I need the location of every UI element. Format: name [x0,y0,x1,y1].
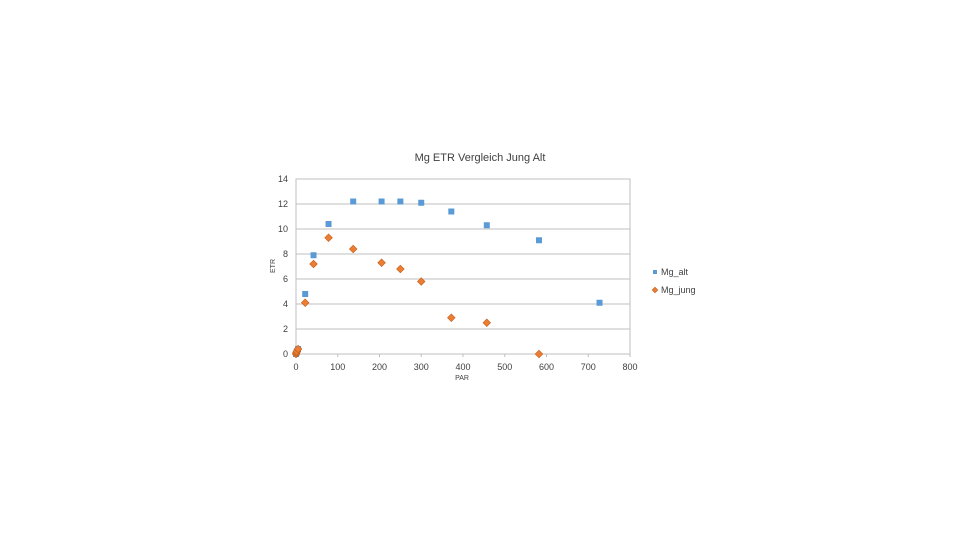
data-point [483,222,490,229]
series-Mg_alt [293,198,603,357]
data-points [291,198,603,359]
data-point [377,258,386,267]
data-point [417,277,426,286]
legend-marker [651,286,659,294]
data-point [534,349,544,359]
x-tick-label: 300 [414,362,429,372]
x-tick-label: 700 [581,362,596,372]
data-point [350,198,357,205]
data-point [397,198,404,205]
data-point [396,264,405,274]
y-tick-label: 6 [283,274,288,284]
plot-area [295,178,631,355]
x-axis-label: PAR [455,375,469,382]
y-tick-label: 10 [278,224,288,234]
x-tick-label: 0 [293,362,298,372]
y-tick-label: 12 [278,199,288,209]
y-tick-label: 4 [283,299,288,309]
y-axis-ticks: 0 2 4 6 8 10 12 14 [278,174,288,359]
y-tick-label: 0 [283,349,288,359]
legend-label: Mg_alt [661,267,689,277]
data-point [482,318,492,327]
data-point [324,233,333,242]
x-tick-label: 600 [539,362,554,372]
x-tick-label: 200 [372,362,387,372]
y-axis-label: ETR [270,259,277,273]
data-point [448,208,455,215]
data-point [596,299,603,306]
data-point [300,298,310,307]
data-point [418,199,425,206]
data-point [378,198,385,205]
y-tick-label: 14 [278,174,288,184]
x-tick-label: 400 [455,362,470,372]
x-tick-label: 800 [622,362,637,372]
y-tick-label: 8 [283,249,288,259]
legend-marker [653,270,657,274]
series-Mg_jung [291,233,544,359]
x-tick-label: 500 [497,362,512,372]
data-point [310,252,317,259]
legend: Mg_alt Mg_jung [651,267,696,295]
data-point [447,313,456,322]
data-point [348,244,358,254]
data-point [325,221,332,227]
legend-label: Mg_jung [661,285,696,295]
y-tick-label: 2 [283,324,288,334]
data-point [302,291,309,297]
data-point [293,344,303,354]
x-axis-ticks: 0 100 200 300 400 500 600 700 800 [293,354,638,372]
x-tick-label: 100 [330,362,345,372]
data-point [309,259,318,269]
gridlines [296,178,630,355]
chart-title: Mg ETR Vergleich Jung Alt [415,152,546,164]
data-point [535,237,542,244]
